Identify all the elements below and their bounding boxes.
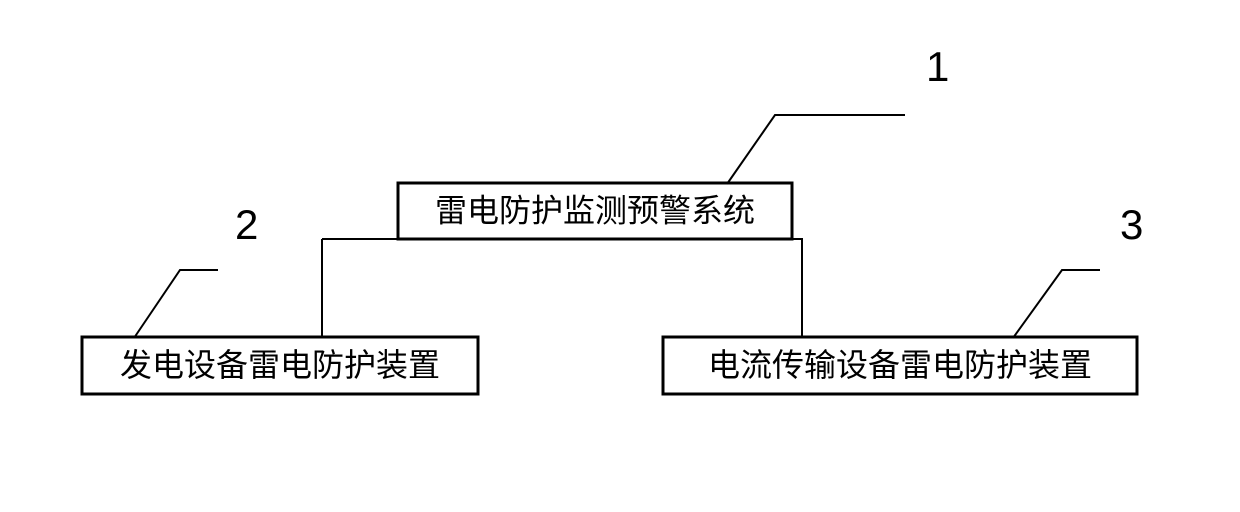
box-text-right: 电流传输设备雷电防护装置 [708,347,1092,383]
callout-line-label2 [134,270,218,338]
callout-num-label2: 2 [235,201,258,248]
callout-line-label3 [1013,270,1100,338]
callout-num-label3: 3 [1120,201,1143,248]
box-text-top: 雷电防护监测预警系统 [435,192,755,228]
callout-num-label1: 1 [926,43,949,90]
box-text-left: 发电设备雷电防护装置 [120,347,440,383]
connector-top_to_right [322,239,802,337]
callout-line-label1 [727,115,905,184]
